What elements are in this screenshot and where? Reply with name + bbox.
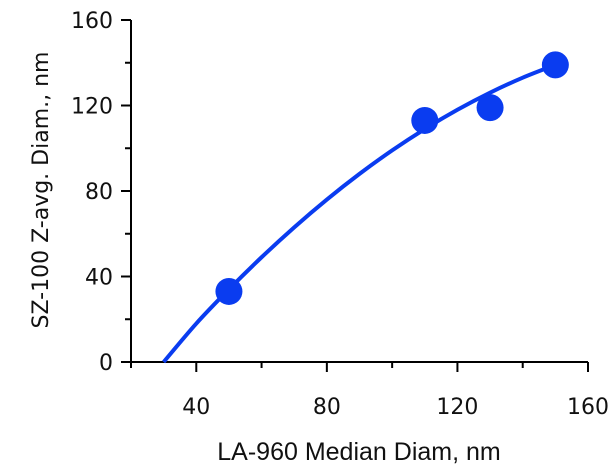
y-axis-title: SZ-100 Z-avg. Diam., nm — [29, 52, 54, 329]
data-point-3 — [476, 94, 504, 122]
data-point-4 — [541, 51, 569, 79]
y-tick-label-120: 120 — [71, 95, 113, 120]
data-point-1 — [215, 277, 243, 305]
x-tick-label-120: 120 — [436, 395, 478, 420]
y-tick-label-160: 160 — [71, 9, 113, 34]
x-ticks: 40 80 120 160 — [130, 362, 609, 420]
y-tick-label-40: 40 — [85, 266, 113, 291]
y-tick-label-0: 0 — [99, 351, 113, 376]
data-point-2 — [411, 106, 439, 134]
x-axis-title: LA-960 Median Diam, nm — [217, 438, 500, 466]
y-ticks: 0 40 80 120 160 — [71, 9, 131, 376]
axes — [130, 20, 588, 363]
x-tick-label-40: 40 — [182, 395, 210, 420]
y-tick-label-80: 80 — [85, 180, 113, 205]
data-points — [215, 51, 569, 305]
x-tick-label-80: 80 — [313, 395, 341, 420]
x-tick-label-160: 160 — [567, 395, 609, 420]
